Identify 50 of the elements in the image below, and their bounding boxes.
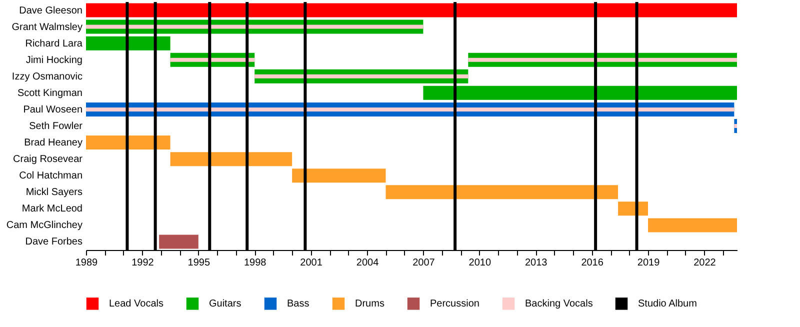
- bar: [386, 185, 618, 200]
- x-tick-label: 1992: [132, 258, 154, 268]
- y-tick-label: Dave Forbes: [25, 236, 82, 248]
- bar: [648, 218, 737, 232]
- x-tick-label: 1998: [244, 258, 267, 268]
- legend-label: Percussion: [430, 298, 480, 310]
- x-tick-label: 1989: [75, 258, 98, 268]
- legend-label: Bass: [287, 298, 310, 310]
- y-tick-label: Mickl Sayers: [26, 187, 82, 198]
- y-tick-label: Richard Lara: [25, 38, 83, 50]
- x-tick-label: 2001: [300, 258, 323, 268]
- bar: [292, 168, 386, 183]
- y-tick-label: Craig Rosevear: [13, 154, 84, 166]
- bar: [618, 202, 648, 216]
- bar: [86, 3, 737, 18]
- y-tick-label: Seth Fowler: [29, 121, 84, 132]
- y-tick-label: Col Hatchman: [19, 170, 82, 182]
- legend-label: Drums: [355, 298, 384, 310]
- y-tick-label: Jimi Hocking: [26, 54, 82, 66]
- x-tick-label: 1995: [188, 258, 210, 268]
- x-tick-label: 2010: [468, 258, 492, 268]
- y-tick-label: Paul Woseen: [23, 104, 82, 116]
- legend-label: Guitars: [209, 298, 242, 310]
- bar: [86, 107, 734, 112]
- bar: [468, 58, 737, 62]
- bar: [170, 58, 255, 62]
- legend-label: Backing Vocals: [525, 298, 593, 310]
- bar: [423, 86, 737, 100]
- y-tick-label: Cam McGlinchey: [6, 220, 82, 232]
- y-tick-label: Izzy Osmanovic: [12, 71, 82, 82]
- legend-label: Studio Album: [638, 298, 697, 310]
- y-tick-label: Brad Heaney: [24, 138, 82, 149]
- legend-label: Lead Vocals: [109, 298, 164, 310]
- x-tick-label: 2007: [412, 258, 436, 268]
- x-tick-label: 2022: [694, 258, 716, 268]
- bar: [86, 136, 170, 150]
- bar: [86, 36, 170, 50]
- x-tick-label: 2004: [356, 258, 380, 268]
- x-tick-label: 2013: [524, 258, 548, 268]
- bar: [170, 152, 292, 166]
- bar: [86, 24, 424, 29]
- y-tick-label: Grant Walmsley: [12, 22, 82, 33]
- bar: [159, 234, 198, 249]
- y-tick-label: Mark McLeod: [22, 204, 82, 215]
- y-tick-label: Scott Kingman: [17, 88, 82, 99]
- y-tick-label: Dave Gleeson: [19, 5, 82, 16]
- x-tick-label: 2016: [581, 258, 604, 268]
- x-tick-label: 2019: [637, 258, 660, 268]
- bar: [734, 124, 737, 128]
- bar: [254, 74, 468, 78]
